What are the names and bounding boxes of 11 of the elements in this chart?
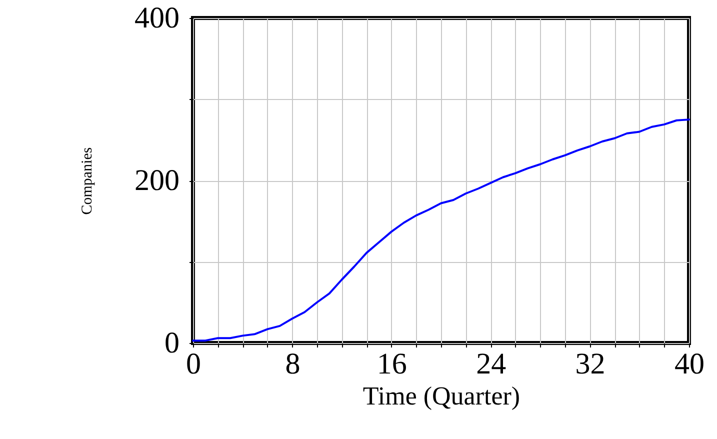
x-tick-label: 16	[376, 348, 407, 380]
x-tick-label: 24	[476, 348, 506, 380]
x-tick-label: 40	[674, 348, 704, 380]
y-tick-label: 200	[134, 164, 180, 197]
y-axis-title: Companies	[80, 147, 96, 215]
x-tick-label: 8	[285, 348, 300, 380]
x-tick-label: 0	[186, 348, 201, 380]
x-axis-title: Time (Quarter)	[362, 382, 520, 410]
x-tick-label: 32	[575, 348, 606, 380]
y-tick-label: 0	[164, 326, 180, 360]
y-tick-label: 400	[134, 2, 180, 34]
